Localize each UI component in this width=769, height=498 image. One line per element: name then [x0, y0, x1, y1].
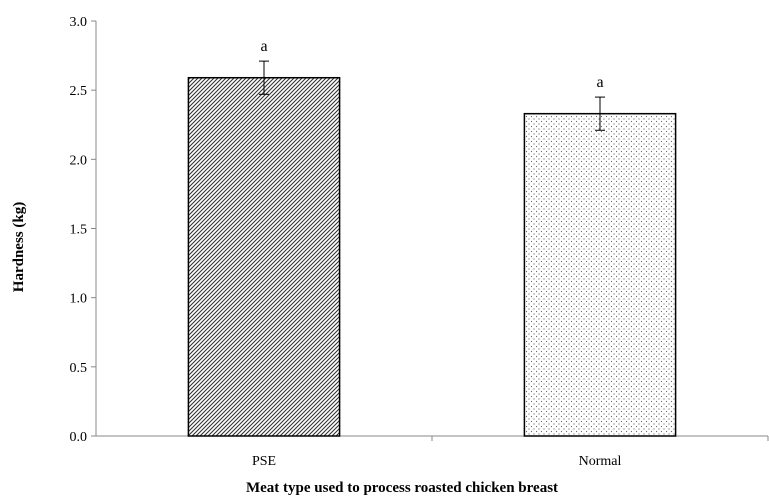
y-tick-label: 1.5 — [70, 223, 88, 238]
bar-pse — [187, 76, 341, 437]
y-tick-label: 0.0 — [70, 430, 88, 445]
y-axis-title: Hardness (kg) — [11, 202, 27, 292]
y-tick-label: 2.5 — [70, 84, 88, 99]
y-tick-label: 0.5 — [70, 361, 88, 376]
y-tick-label: 2.0 — [70, 153, 88, 168]
y-tick-label: 1.0 — [70, 292, 88, 307]
significance-label: a — [596, 74, 603, 91]
significance-label: a — [260, 38, 267, 55]
bars — [187, 60, 677, 437]
x-tick-label: PSE — [252, 454, 276, 469]
x-axis-title: Meat type used to process roasted chicke… — [246, 480, 558, 496]
x-tick-label: Normal — [579, 454, 622, 469]
y-tick-label: 3.0 — [70, 15, 88, 30]
labels: a PSE a Normal — [252, 38, 622, 469]
bar-normal — [523, 112, 677, 437]
